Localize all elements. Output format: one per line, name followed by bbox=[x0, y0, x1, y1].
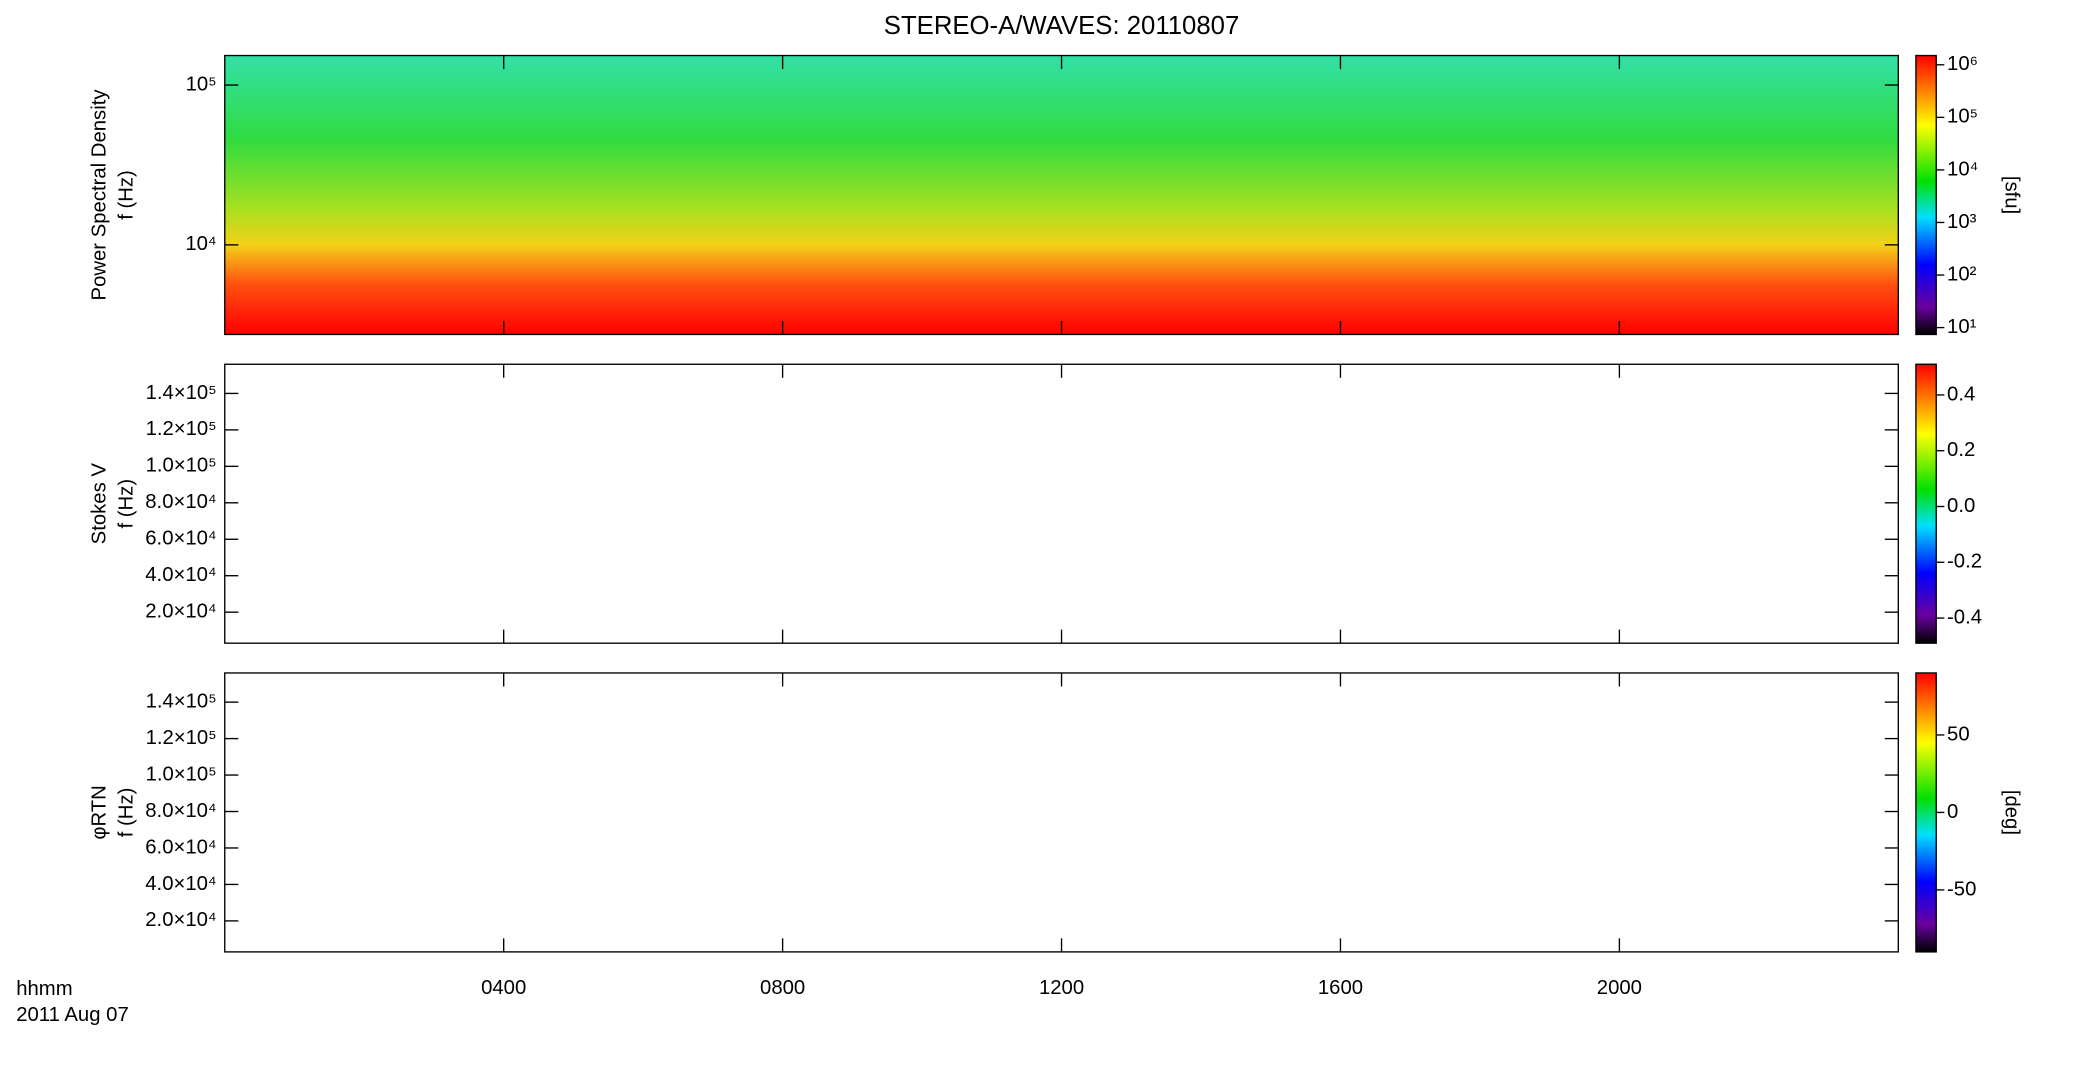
plot-frame bbox=[224, 363, 1899, 644]
y-axis-label: Stokes V bbox=[89, 463, 111, 545]
x-tick-label: 0800 bbox=[760, 977, 805, 999]
colorbar-tick-label: 10⁵ bbox=[1947, 106, 1978, 128]
colorbar-tick-label: 10⁴ bbox=[1947, 158, 1978, 180]
y-tick-label: 1.0×10⁵ bbox=[146, 455, 217, 477]
y-axis-label: f (Hz) bbox=[116, 479, 138, 529]
y-tick-label: 8.0×10⁴ bbox=[145, 491, 216, 513]
y-tick-label: 4.0×10⁴ bbox=[145, 564, 216, 586]
colorbar bbox=[1915, 672, 1937, 953]
y-tick-label: 1.4×10⁵ bbox=[146, 690, 217, 712]
colorbar-tick-label: 10⁶ bbox=[1947, 53, 1978, 75]
colorbar-tick-label: 50 bbox=[1947, 723, 1970, 745]
colorbar-tick-label: 0.0 bbox=[1947, 495, 1975, 517]
y-tick-label: 1.2×10⁵ bbox=[146, 418, 217, 440]
y-tick-label: 1.2×10⁵ bbox=[146, 727, 217, 749]
y-tick-label: 1.4×10⁵ bbox=[146, 382, 217, 404]
colorbar-label: [deg] bbox=[2000, 790, 2022, 835]
colorbar-tick-label: 0 bbox=[1947, 801, 1958, 823]
colorbar bbox=[1915, 54, 1937, 336]
x-tick-label: 0400 bbox=[481, 977, 526, 999]
chart-title: STEREO-A/WAVES: 20110807 bbox=[884, 12, 1239, 40]
y-axis-label: f (Hz) bbox=[116, 788, 138, 838]
x-tick-label: 1200 bbox=[1039, 977, 1084, 999]
x-axis-label: hhmm bbox=[16, 978, 72, 1000]
y-tick-label: 6.0×10⁴ bbox=[145, 528, 216, 550]
y-tick-label: 8.0×10⁴ bbox=[145, 800, 216, 822]
y-axis-label: φRTN bbox=[89, 785, 111, 840]
x-tick-label: 1600 bbox=[1318, 977, 1363, 999]
colorbar-tick-label: 10² bbox=[1947, 263, 1977, 285]
colorbar-tick-label: -0.2 bbox=[1947, 551, 1982, 573]
y-tick-label: 2.0×10⁴ bbox=[145, 909, 216, 931]
y-tick-label: 1.0×10⁵ bbox=[146, 763, 217, 785]
colorbar-tick-label: 10³ bbox=[1947, 211, 1977, 233]
y-tick-label: 2.0×10⁴ bbox=[145, 601, 216, 623]
x-axis-label: 2011 Aug 07 bbox=[16, 1004, 129, 1026]
y-tick-label: 6.0×10⁴ bbox=[145, 836, 216, 858]
plot-frame bbox=[224, 672, 1899, 953]
spectrogram bbox=[224, 55, 1899, 335]
colorbar-label: [sfu] bbox=[2000, 176, 2022, 214]
y-axis-label: f (Hz) bbox=[116, 170, 138, 220]
colorbar-tick-label: 10¹ bbox=[1947, 316, 1977, 338]
y-tick-label: 10⁵ bbox=[186, 73, 217, 95]
colorbar bbox=[1915, 363, 1937, 644]
x-tick-label: 2000 bbox=[1597, 977, 1642, 999]
colorbar-tick-label: -50 bbox=[1947, 878, 1976, 900]
colorbar-tick-label: -0.4 bbox=[1947, 606, 1982, 628]
y-axis-label: Power Spectral Density bbox=[89, 89, 111, 301]
colorbar-tick-label: 0.4 bbox=[1947, 383, 1975, 405]
y-tick-label: 4.0×10⁴ bbox=[145, 873, 216, 895]
colorbar-tick-label: 0.2 bbox=[1947, 439, 1975, 461]
y-tick-label: 10⁴ bbox=[185, 233, 216, 255]
